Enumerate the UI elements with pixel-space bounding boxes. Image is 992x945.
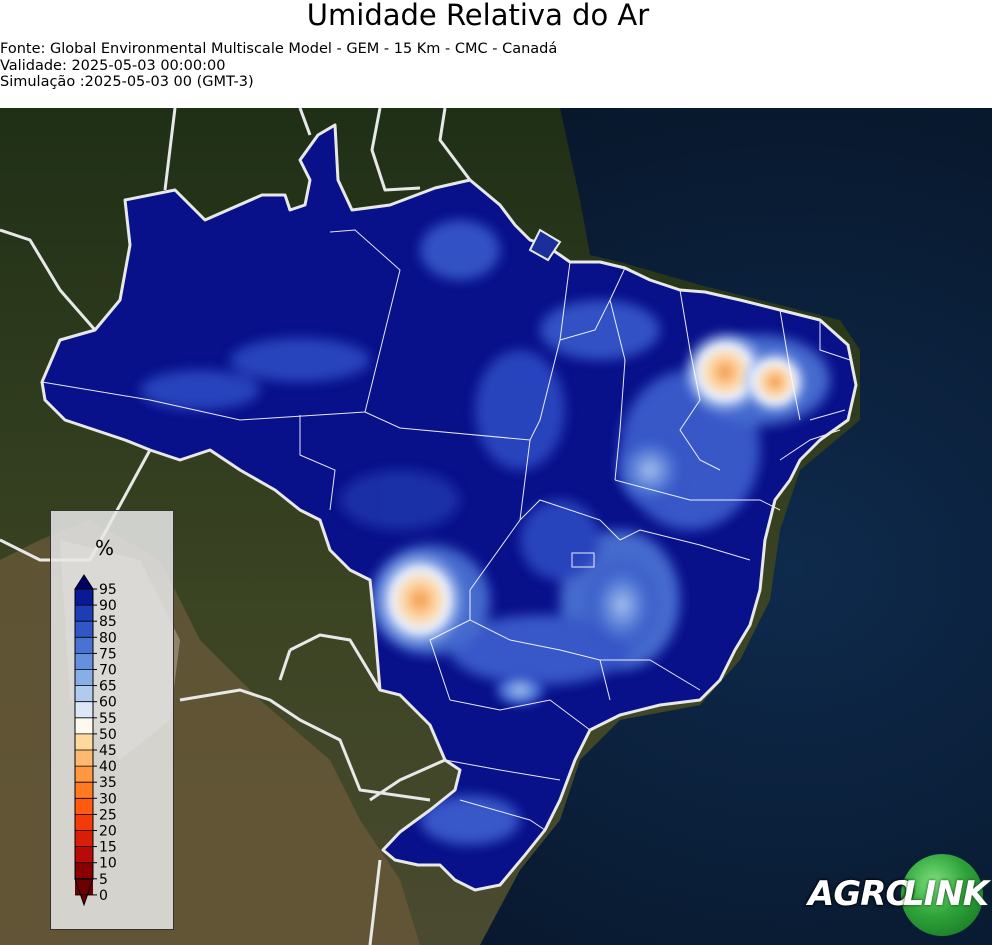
legend-swatch: [75, 814, 93, 831]
legend-swatch: [75, 846, 93, 864]
legend-tick-label: 0: [99, 888, 108, 904]
legend-tick-label: 30: [99, 791, 117, 807]
legend-tick-label: 10: [99, 856, 117, 872]
simulation-line: Simulação :2025-05-03 00 (GMT-3): [0, 74, 254, 90]
legend-tick-label: 55: [99, 711, 117, 727]
legend-swatch: [75, 717, 93, 735]
legend-tick-label: 35: [99, 775, 117, 791]
legend-tick-label: 20: [99, 824, 117, 840]
legend-tick-label: 65: [99, 679, 117, 695]
legend-tick-label: 5: [99, 872, 108, 888]
legend-tick-label: 80: [99, 630, 117, 646]
legend-swatch: [75, 637, 93, 654]
legend-unit: %: [95, 536, 114, 560]
agrolink-logo: AGRO LINK: [805, 854, 989, 936]
legend-tick-label: 25: [99, 807, 117, 823]
legend-swatch: [75, 669, 93, 687]
map-title: Umidade Relativa do Ar: [306, 0, 650, 32]
legend-swatch: [75, 766, 93, 783]
legend-tick-label: 75: [99, 646, 117, 662]
legend-tick-label: 70: [99, 663, 117, 679]
logo-text-link: LINK: [903, 874, 989, 914]
humidity-legend: % 95 90 85 80 75 70 65 60 55 50 45 40 35 30 25 20 15 10 5 0: [50, 510, 174, 930]
legend-swatch: [75, 782, 93, 799]
source-line: Fonte: Global Environmental Multiscale M…: [0, 41, 558, 57]
validity-line: Validade: 2025-05-03 00:00:00: [0, 57, 226, 74]
legend-swatch: [75, 589, 93, 606]
legend-arrow-top: [74, 574, 94, 590]
legend-tick-label: 15: [99, 840, 117, 856]
state-borders: [41, 229, 851, 831]
legend-swatch: [75, 750, 93, 767]
legend-swatch: [75, 701, 93, 719]
map-metadata: Fonte: Global Environmental Multiscale M…: [0, 41, 557, 91]
legend-swatch: [75, 653, 93, 670]
logo-badge: [901, 854, 983, 936]
marajo-island: [528, 228, 562, 262]
legend-tick-label: 50: [99, 727, 117, 743]
legend-swatch: [75, 605, 93, 622]
legend-tick-label: 95: [99, 582, 117, 598]
legend-tick-label: 85: [99, 614, 117, 630]
legend-swatch: [75, 685, 93, 703]
legend-tick-label: 90: [99, 598, 117, 614]
legend-swatch: [75, 733, 93, 751]
legend-swatch: [75, 621, 93, 638]
legend-swatch: [75, 798, 93, 815]
legend-tick-label: 45: [99, 743, 117, 759]
legend-swatch: [75, 830, 93, 848]
legend-swatch: [75, 862, 93, 880]
legend-tick-label: 40: [99, 759, 117, 775]
logo-text-agro: AGRO: [808, 874, 914, 914]
legend-tick-label: 60: [99, 695, 117, 711]
